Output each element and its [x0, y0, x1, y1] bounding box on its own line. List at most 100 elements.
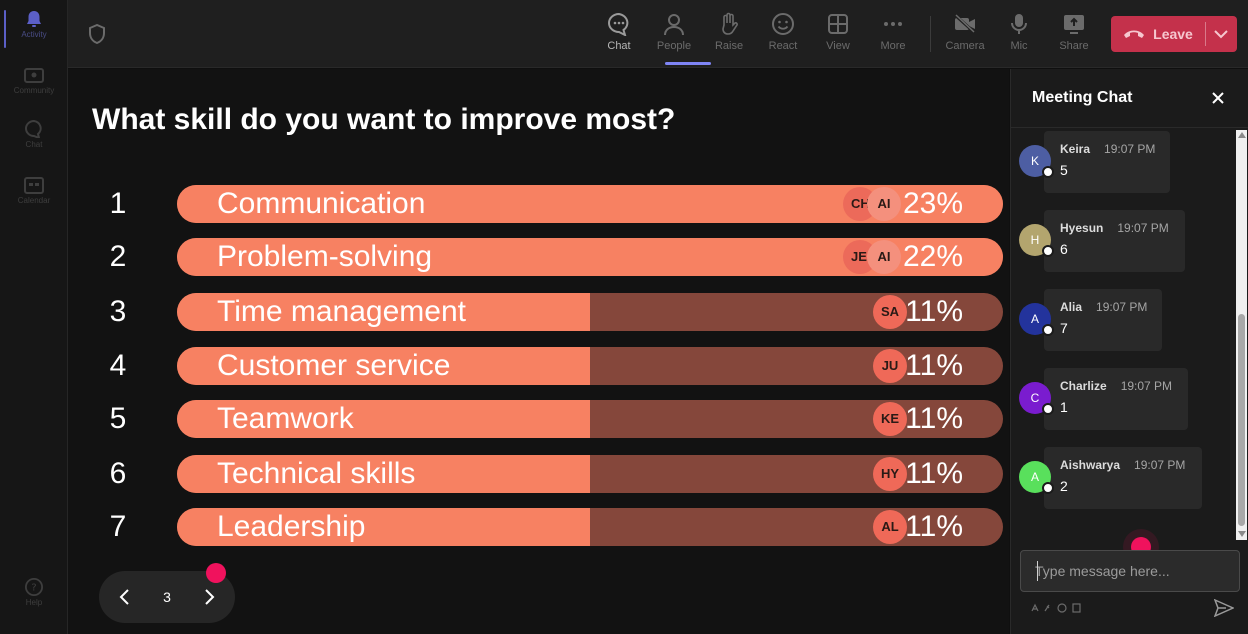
option-number: 6	[109, 457, 127, 490]
people-button-label: People	[656, 40, 692, 52]
community-icon	[24, 68, 44, 83]
poll-option[interactable]: 4 Customer service JU 11%	[92, 347, 1003, 385]
option-label: Leadership	[217, 510, 366, 543]
chat-message-list[interactable]: Keira 19:07 PM 5 K Hyesun 19:07 PM 6 H Alia 19:07…	[1011, 128, 1235, 540]
rail-item-chat[interactable]: Chat	[0, 120, 68, 149]
rail-item-calendar[interactable]: Calendar	[0, 176, 68, 205]
more-button[interactable]: More	[868, 10, 918, 62]
message-time: 19:07 PM	[1104, 142, 1156, 156]
leave-button[interactable]: Leave	[1111, 16, 1237, 52]
share-screen-icon	[1064, 15, 1084, 34]
mic-button[interactable]: Mic	[994, 10, 1044, 62]
option-number: 3	[109, 295, 127, 328]
leave-divider	[1205, 22, 1206, 46]
option-number: 2	[109, 240, 127, 273]
message-header: Keira 19:07 PM	[1060, 142, 1156, 156]
message-header: Charlize 19:07 PM	[1060, 379, 1172, 393]
chat-message-input[interactable]: Type message here...	[1020, 550, 1240, 592]
option-bar-fill	[177, 400, 590, 438]
share-button[interactable]: Share	[1049, 10, 1099, 62]
poll-option[interactable]: 2 Problem-solving JE AI 22%	[92, 238, 1003, 276]
scroll-thumb[interactable]	[1238, 314, 1245, 526]
poll-option[interactable]: 3 Time management SA 11%	[92, 293, 1003, 331]
option-bar[interactable]: Technical skills HY 11%	[177, 455, 1003, 493]
raise-hand-button[interactable]: Raise	[704, 10, 754, 62]
chat-icon	[25, 120, 42, 138]
chat-header-divider	[1011, 127, 1248, 128]
scroll-down-arrow[interactable]	[1238, 531, 1246, 537]
presence-status-icon	[1042, 166, 1054, 178]
send-icon[interactable]	[1214, 599, 1234, 617]
message-time: 19:07 PM	[1096, 300, 1148, 314]
message-bubble: Aishwarya 19:07 PM 2	[1044, 447, 1202, 509]
leave-button-label: Leave	[1153, 26, 1193, 42]
chat-scrollbar[interactable]	[1236, 130, 1247, 540]
option-bar-fill	[177, 508, 590, 546]
rail-item-help[interactable]: ? Help	[0, 578, 68, 607]
more-icon	[884, 22, 902, 26]
option-percent: 22%	[902, 240, 963, 273]
option-bar[interactable]: Leadership AL 11%	[177, 508, 1003, 546]
rail-item-label: Calendar	[17, 196, 51, 205]
option-bar[interactable]: Problem-solving JE AI 22%	[177, 238, 1003, 276]
poll-option[interactable]: 7 Leadership AL 11%	[92, 508, 1003, 546]
people-icon	[664, 14, 684, 36]
toolbar-divider	[930, 16, 931, 52]
close-icon[interactable]	[1210, 90, 1226, 106]
poll-option[interactable]: 5 Teamwork KE 11%	[92, 400, 1003, 438]
chat-button[interactable]: Chat	[594, 10, 644, 62]
react-button[interactable]: React	[758, 10, 808, 62]
presence-status-icon	[1042, 245, 1054, 257]
rail-item-activity[interactable]: Activity	[0, 10, 68, 39]
option-label: Technical skills	[217, 457, 416, 490]
poll-option[interactable]: 6 Technical skills HY 11%	[92, 455, 1003, 493]
option-percent: 23%	[902, 187, 963, 220]
raise-hand-label: Raise	[714, 40, 744, 52]
option-bar-fill	[177, 347, 590, 385]
slide-pager: 3	[99, 571, 235, 623]
poll-option[interactable]: 1 Communication CH AI 23%	[92, 185, 1003, 223]
react-button-label: React	[768, 40, 798, 52]
message-text: 7	[1060, 320, 1068, 336]
chevron-down-icon[interactable]	[1213, 27, 1229, 41]
smiley-icon	[772, 13, 794, 35]
message-header: Alia 19:07 PM	[1060, 300, 1148, 314]
hang-up-icon	[1124, 30, 1145, 38]
people-button[interactable]: People	[649, 10, 699, 62]
option-bar[interactable]: Teamwork KE 11%	[177, 400, 1003, 438]
sender-name: Alia	[1060, 300, 1083, 314]
voter-avatar: AL	[873, 510, 907, 544]
rail-item-community[interactable]: Community	[0, 66, 68, 95]
shield-icon[interactable]	[88, 24, 106, 44]
rail-item-label: Activity	[21, 30, 47, 39]
option-bar[interactable]: Time management SA 11%	[177, 293, 1003, 331]
message-bubble: Hyesun 19:07 PM 6	[1044, 210, 1185, 272]
scroll-up-arrow[interactable]	[1238, 132, 1246, 138]
chevron-left-icon[interactable]	[115, 587, 135, 607]
view-button[interactable]: View	[813, 10, 863, 62]
meeting-toolbar: Chat People Raise React View More Camera…	[68, 0, 1248, 68]
chat-title: Meeting Chat	[1032, 89, 1133, 106]
option-percent: 11%	[905, 349, 963, 382]
raise-hand-icon	[722, 12, 738, 35]
camera-button[interactable]: Camera	[940, 10, 990, 62]
option-label: Problem-solving	[217, 240, 433, 273]
presence-status-icon	[1042, 403, 1054, 415]
voter-avatar: HY	[873, 457, 907, 491]
chevron-right-icon[interactable]	[199, 587, 219, 607]
view-button-label: View	[826, 40, 850, 52]
rail-item-label: Community	[13, 86, 55, 95]
share-button-label: Share	[1059, 40, 1089, 52]
text-caret	[1037, 561, 1038, 581]
format-tools-icon[interactable]	[1031, 602, 1091, 614]
voter-avatar: AI	[867, 187, 901, 221]
option-percent: 11%	[905, 402, 963, 435]
rail-item-label: Help	[25, 598, 43, 607]
option-bar[interactable]: Communication CH AI 23%	[177, 185, 1003, 223]
more-button-label: More	[880, 40, 906, 52]
option-number: 5	[109, 402, 127, 435]
message-text: 5	[1060, 162, 1068, 178]
option-bar[interactable]: Customer service JU 11%	[177, 347, 1003, 385]
message-text: 1	[1060, 399, 1068, 415]
option-number: 7	[109, 510, 127, 543]
